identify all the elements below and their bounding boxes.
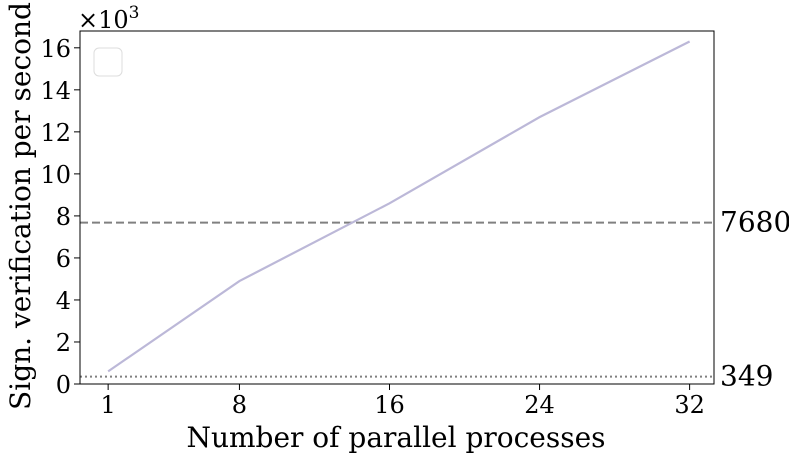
y-tick-label-16: 16 xyxy=(40,35,71,63)
x-tick-label-32: 32 xyxy=(674,391,705,419)
y-axis-label: Sign. verification per second xyxy=(4,2,37,410)
reference-line-label-0: 7680 xyxy=(720,206,789,239)
y-tick-label-4: 4 xyxy=(56,287,71,315)
y-tick-label-0: 0 xyxy=(56,371,71,399)
reference-line-label-1: 349 xyxy=(720,360,773,393)
plot-area xyxy=(80,40,714,378)
x-tick-label-8: 8 xyxy=(232,391,247,419)
x-tick-label-24: 24 xyxy=(524,391,555,419)
y-tick-label-8: 8 xyxy=(56,203,71,231)
plot-frame xyxy=(79,30,715,385)
y-axis-scale-exponent: 3 xyxy=(129,3,140,23)
x-tick-label-1: 1 xyxy=(100,391,115,419)
series-line-0 xyxy=(107,40,691,373)
y-axis-scale-label: ×103 xyxy=(78,3,139,34)
y-tick-label-14: 14 xyxy=(40,77,71,105)
y-tick-label-12: 12 xyxy=(40,119,71,147)
x-tick-label-16: 16 xyxy=(374,391,405,419)
y-tick-label-10: 10 xyxy=(40,161,71,189)
y-tick-label-6: 6 xyxy=(56,245,71,273)
legend-box xyxy=(93,47,123,77)
y-tick-label-2: 2 xyxy=(56,329,71,357)
x-axis-label: Number of parallel processes xyxy=(186,421,605,454)
